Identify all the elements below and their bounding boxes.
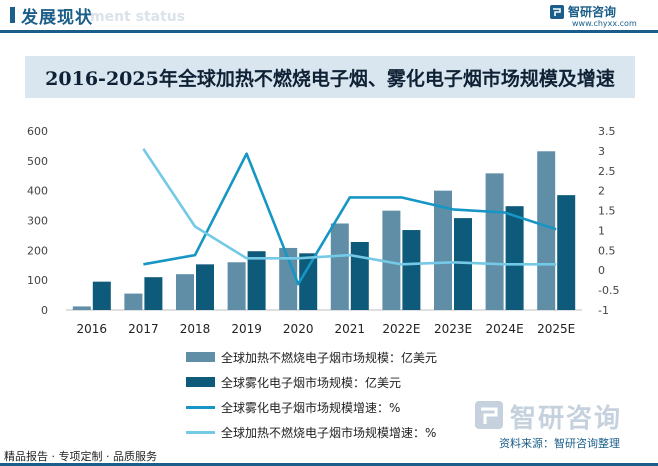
bar-vapor-size: [454, 218, 472, 310]
bar-vapor-size: [505, 206, 524, 310]
y-left-tick-label: 100: [27, 274, 48, 287]
chart: 0 100 200 300 400 500 600 -1 -0.5 0 0.5 1 1.5 2 2.5 3 3.…: [27, 125, 619, 336]
y-right-tick-label: 0: [598, 264, 605, 277]
y-right-tick-label: -1: [598, 304, 609, 317]
bar-heatnotburn-size: [176, 274, 194, 310]
brand-url: www.chyxx.com: [572, 19, 637, 28]
footer-divider: [0, 463, 658, 466]
watermark-text: 智研咨询: [510, 404, 623, 434]
x-tick-label: 2021: [335, 322, 366, 336]
legend-label: 全球雾化电子烟市场规模：亿美元: [221, 376, 402, 390]
header-accent: [10, 7, 15, 23]
brand-name: 智研咨询: [568, 5, 617, 19]
bar-vapor-size: [144, 277, 163, 310]
x-tick-label: 2016: [77, 322, 108, 336]
section-title: 发展现状: [21, 8, 93, 28]
bar-heatnotburn-size: [330, 223, 349, 310]
chart-title: 2016-2025年全球加热不燃烧电子烟、雾化电子烟市场规模及增速: [45, 67, 615, 90]
data-source: 资料来源：智研咨询整理: [499, 437, 620, 450]
y-right-tick-label: 3.5: [598, 125, 616, 138]
bar-heatnotburn-size: [382, 210, 401, 310]
y-left-tick-label: 0: [41, 304, 48, 317]
watermark-logo: 智研咨询: [474, 398, 642, 434]
brand-logo: 智研咨询 www.chyxx.com: [550, 3, 646, 33]
y-right-tick-label: 2: [598, 185, 605, 198]
x-tick-label: 2020: [283, 322, 314, 336]
y-right-tick-label: 1: [598, 224, 605, 237]
bar-heatnotburn-size: [434, 190, 452, 310]
bar-heatnotburn-size: [72, 306, 91, 310]
x-tick-label: 2019: [231, 322, 262, 336]
y-left-tick-label: 300: [27, 215, 48, 228]
x-tick-label: 2022E: [382, 322, 420, 336]
legend-label: 全球加热不燃烧电子烟市场规模：亿美元: [221, 351, 438, 365]
x-tick-label: 2023E: [434, 322, 472, 336]
y-right-tick-label: 2.5: [598, 165, 616, 178]
section-subtitle: ment status: [90, 9, 186, 25]
x-tick-label: 2024E: [486, 322, 524, 336]
bar-heatnotburn-size: [537, 151, 556, 310]
bar-vapor-size: [299, 253, 318, 310]
y-right-tick-label: 1.5: [598, 205, 616, 218]
bar-vapor-size: [557, 195, 576, 310]
x-tick-label: 2017: [128, 322, 159, 336]
legend-label: 全球雾化电子烟市场规模增速：%: [221, 401, 401, 415]
watermark-logo-icon: [475, 401, 503, 429]
legend-swatch-bar-dark: [186, 377, 215, 387]
line-heatnotburn-growth: [142, 148, 557, 266]
bar-heatnotburn-size: [227, 262, 246, 310]
y-right-tick-label: -0.5: [598, 284, 619, 297]
header-divider: [0, 30, 658, 33]
bar-heatnotburn-size: [279, 247, 298, 310]
y-left-tick-label: 600: [27, 125, 48, 138]
bar-vapor-size: [402, 230, 421, 310]
bar-heatnotburn-size: [124, 293, 143, 310]
y-left-tick-label: 500: [27, 155, 48, 168]
y-right-tick-label: 3: [598, 145, 605, 158]
y-right-tick-label: 0.5: [598, 244, 616, 257]
line-vapor-growth: [143, 152, 557, 286]
bar-vapor-size: [350, 241, 369, 310]
bar-vapor-size: [196, 264, 214, 310]
y-left-tick-label: 400: [27, 185, 48, 198]
legend-swatch-bar-light: [186, 352, 215, 362]
legend-label: 全球加热不燃烧电子烟市场规模增速：%: [221, 426, 437, 440]
x-tick-label: 2025E: [537, 322, 575, 336]
legend-swatch-line-dark: [186, 406, 215, 409]
bar-vapor-size: [92, 281, 111, 310]
header: 发展现状 ment status 智研咨询 www.chyxx.com: [0, 0, 658, 34]
brand-logo-icon: [550, 5, 564, 19]
y-left-tick-label: 200: [27, 244, 48, 257]
x-tick-label: 2018: [180, 322, 211, 336]
footer-tagline: 精品报告 · 专项定制 · 品质服务: [4, 450, 157, 463]
legend-swatch-line-light: [186, 431, 215, 434]
bar-heatnotburn-size: [485, 173, 504, 310]
chart-title-box: 2016-2025年全球加热不燃烧电子烟、雾化电子烟市场规模及增速: [25, 56, 635, 98]
bar-vapor-size: [247, 251, 266, 310]
